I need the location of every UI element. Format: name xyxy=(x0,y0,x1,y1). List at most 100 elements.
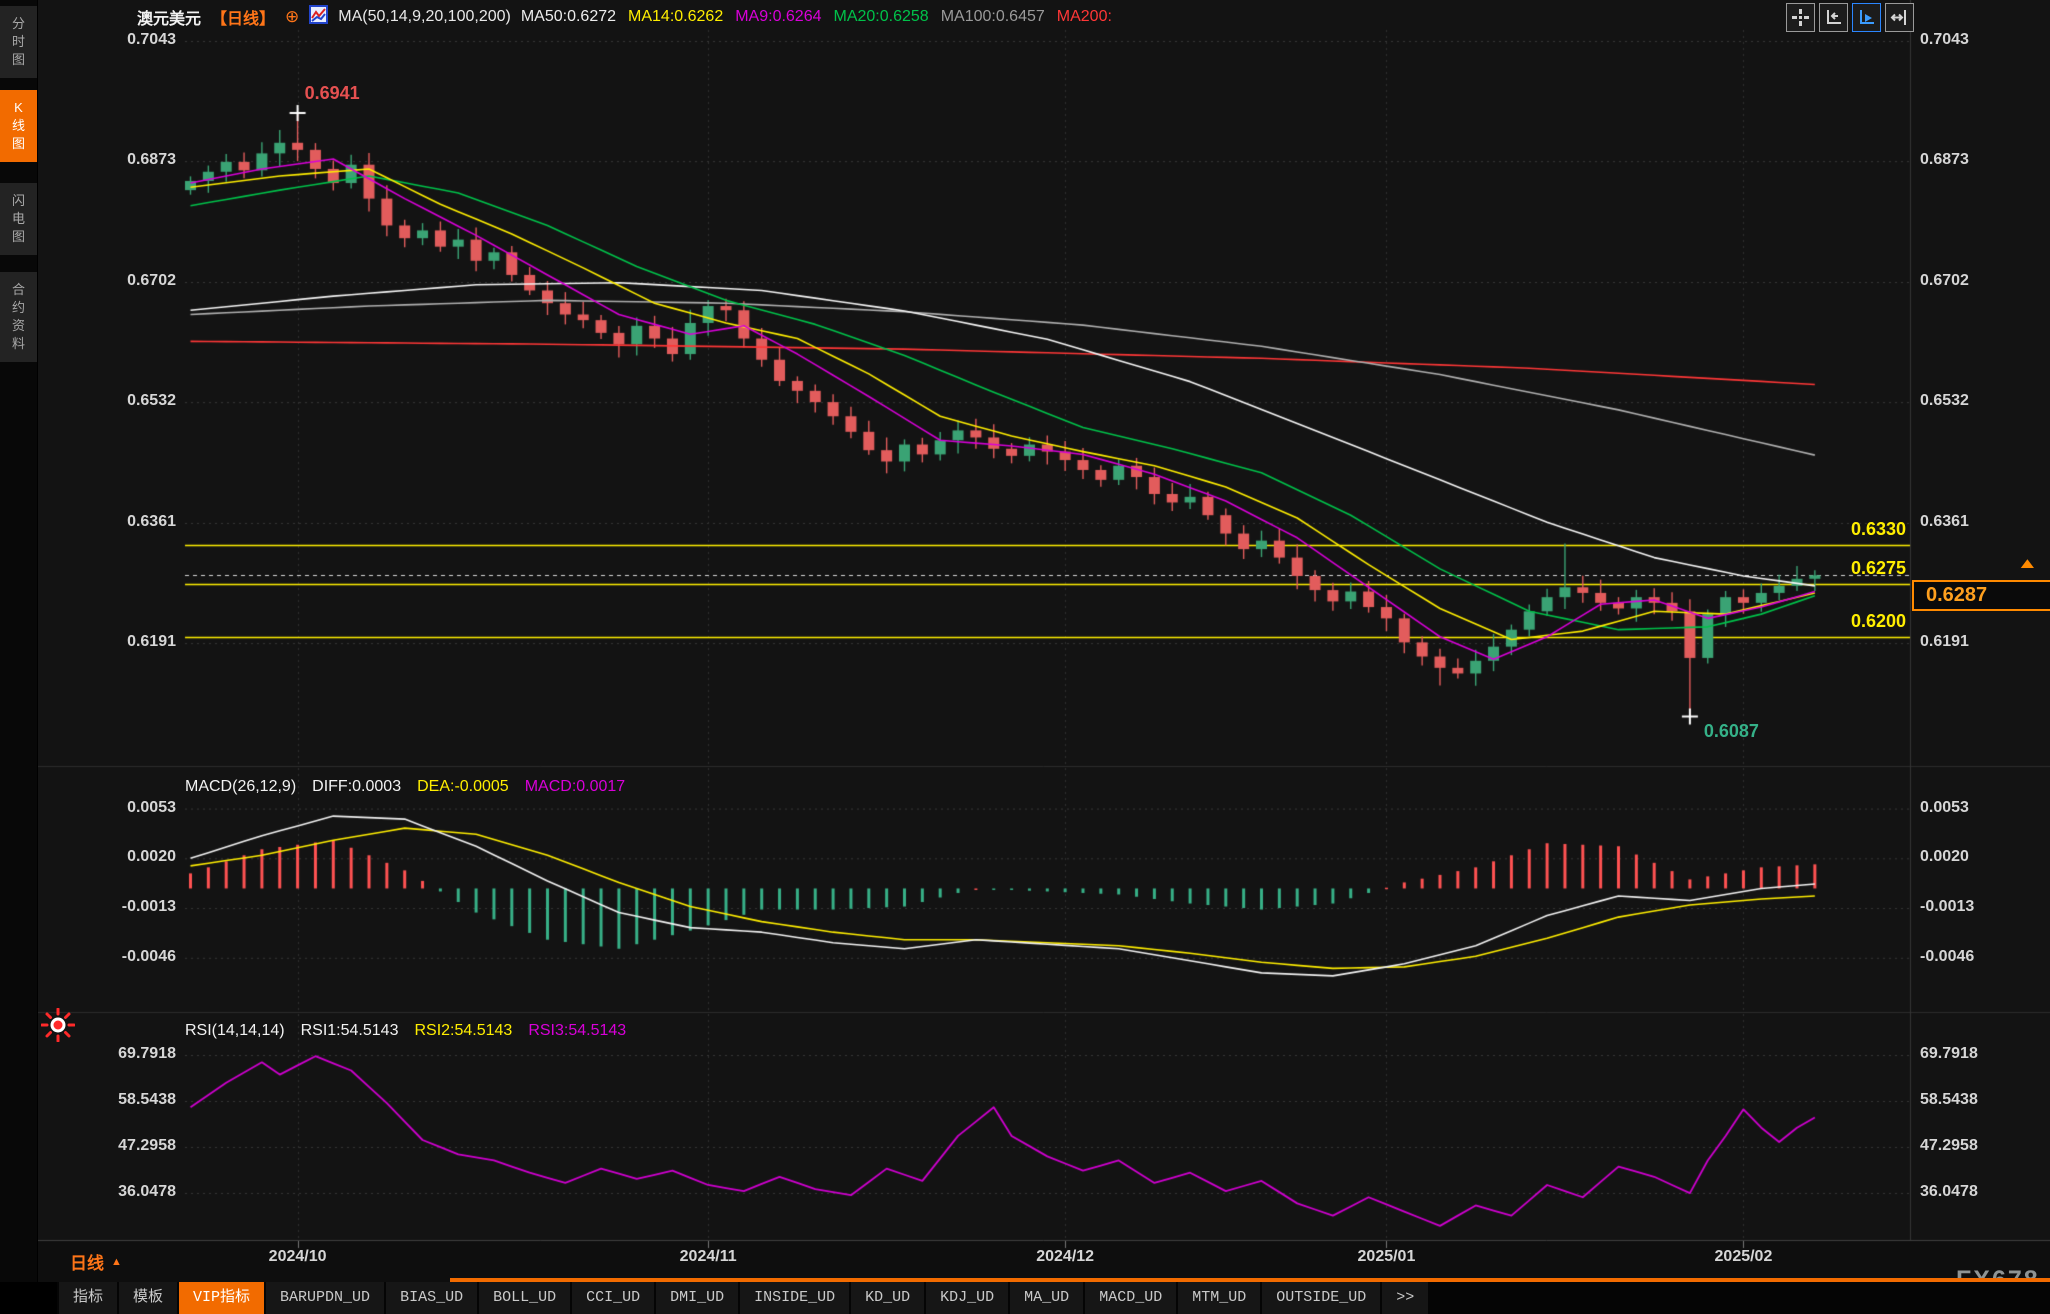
period-selector[interactable]: 日线 ▲ xyxy=(70,1249,122,1274)
sidebar-tab-label-char: 时 xyxy=(11,34,25,49)
macd-axis-label: -0.0013 xyxy=(1920,898,1975,916)
x-axis-label: 2024/12 xyxy=(1036,1248,1095,1265)
chevron-up-icon: ▲ xyxy=(111,1255,122,1268)
toolbar-item-MACD_UD[interactable]: MACD_UD xyxy=(1085,1282,1177,1314)
toolbar-item-BIAS_UD[interactable]: BIAS_UD xyxy=(386,1282,478,1314)
sidebar-tab-label-char: K xyxy=(14,100,23,115)
toolbar-item-BARUPDN_UD[interactable]: BARUPDN_UD xyxy=(266,1282,385,1314)
toolbar-item-MA_UD[interactable]: MA_UD xyxy=(1010,1282,1084,1314)
symbol-title: 澳元美元 xyxy=(137,11,202,28)
macd-axis-label: -0.0046 xyxy=(121,947,176,965)
ma-value: MA100:0.6457 xyxy=(940,8,1045,25)
sidebar-tab-1[interactable]: 分时图 xyxy=(0,6,37,78)
live-indicator-icon xyxy=(40,1007,76,1047)
sidebar-tab-label-char: 合 xyxy=(11,282,25,297)
ma-value: MA14:0.6262 xyxy=(628,8,724,25)
sidebar-tab-label-char: 图 xyxy=(11,229,25,244)
macd-dea-value: DEA:-0.0005 xyxy=(417,778,509,795)
toolbar-spacer xyxy=(0,1282,57,1314)
data-shift-icon[interactable] xyxy=(1885,3,1914,32)
hline-price-label: 0.6330 xyxy=(1850,518,1906,539)
macd-axis-label: -0.0013 xyxy=(121,898,176,916)
toolbar-item-CCI_UD[interactable]: CCI_UD xyxy=(572,1282,655,1314)
price-axis-label: 0.6361 xyxy=(127,512,176,530)
rsi-axis-label: 69.7918 xyxy=(1920,1044,1978,1062)
x-axis-label: 2024/10 xyxy=(268,1248,327,1265)
axis-autoscale-icon[interactable] xyxy=(1852,3,1881,32)
sidebar-tab-label-char: 约 xyxy=(11,300,25,315)
rsi3-value: RSI3:54.5143 xyxy=(528,1022,627,1039)
chart-toolbar-icons xyxy=(1786,3,1914,32)
macd-header: MACD(26,12,9) DIFF:0.0003 DEA:-0.0005 MA… xyxy=(185,778,625,796)
x-axis-label: 2025/02 xyxy=(1714,1248,1773,1265)
hline-price-label: 0.6275 xyxy=(1850,557,1906,578)
hline-price-label: 0.6200 xyxy=(1850,610,1906,631)
rsi-axis-label: 47.2958 xyxy=(118,1136,176,1154)
rsi-axis-label: 36.0478 xyxy=(118,1182,176,1200)
price-axis-label: 0.6873 xyxy=(1920,151,1969,169)
price-axis-label: 0.7043 xyxy=(127,31,176,49)
rsi-axis-label: 58.5438 xyxy=(1920,1090,1978,1108)
rsi2-value: RSI2:54.5143 xyxy=(414,1022,513,1039)
sidebar-tab-label-char: 图 xyxy=(11,136,25,151)
rsi-axis-label: 58.5438 xyxy=(118,1090,176,1108)
toolbar-item-MTM_UD[interactable]: MTM_UD xyxy=(1178,1282,1261,1314)
ma-values: MA50:0.6272 MA14:0.6262 MA9:0.6264 MA20:0.6… xyxy=(521,8,1124,26)
price-alert-arrow-icon: ▲ xyxy=(2016,555,2039,573)
current-price-value: 0.6287 xyxy=(1926,584,1988,607)
high-price-label: 0.6941 xyxy=(304,83,360,104)
price-axis-label: 0.6361 xyxy=(1920,512,1969,530)
sidebar-tab-label-char: 电 xyxy=(11,211,25,226)
rsi1-value: RSI1:54.5143 xyxy=(300,1022,399,1039)
toolbar-item-OUTSIDE_UD[interactable]: OUTSIDE_UD xyxy=(1262,1282,1381,1314)
rsi-header: RSI(14,14,14) RSI1:54.5143 RSI2:54.5143 … xyxy=(185,1022,626,1040)
sidebar-tab-label-char: 料 xyxy=(11,336,25,351)
current-price-box: 0.6287 xyxy=(1912,580,2050,612)
plus-circle-icon[interactable]: ⊕ xyxy=(285,7,300,26)
toolbar-item-INSIDE_UD[interactable]: INSIDE_UD xyxy=(740,1282,850,1314)
toolbar-item-BOLL_UD[interactable]: BOLL_UD xyxy=(479,1282,571,1314)
bottom-toolbar: 指标 模板 VIP指标 BARUPDN_UD BIAS_UD BOLL_UD CCI_UD D… xyxy=(0,1282,2050,1314)
ma-value: MA200: xyxy=(1056,8,1112,25)
axis-scale-icon[interactable] xyxy=(1819,3,1848,32)
macd-axis-label: 0.0053 xyxy=(127,798,176,816)
scrollbar-thumb[interactable] xyxy=(450,1278,2050,1282)
chart-header: 澳元美元 【日线】 ⊕ MA(50,14,9,20,100,200) MA50:… xyxy=(137,5,1124,29)
toolbar-item-模板[interactable]: 模板 xyxy=(119,1282,178,1314)
macd-title: MACD(26,12,9) xyxy=(185,778,297,795)
sidebar-tab-label-char: 线 xyxy=(11,118,25,133)
rsi-axis-label: 69.7918 xyxy=(118,1044,176,1062)
sidebar-tab-label-char: 资 xyxy=(11,318,25,333)
sidebar-tab-label-char: 分 xyxy=(11,16,25,31)
sidebar-tab-4[interactable]: 合约资料 xyxy=(0,272,37,362)
toolbar-item-VIP指标[interactable]: VIP指标 xyxy=(179,1282,265,1314)
price-axis-label: 0.6532 xyxy=(127,392,176,410)
x-axis-label: 2025/01 xyxy=(1357,1248,1416,1265)
toolbar-item-KD_UD[interactable]: KD_UD xyxy=(851,1282,925,1314)
price-axis-label: 0.6532 xyxy=(1920,392,1969,410)
ma-value: MA9:0.6264 xyxy=(735,8,822,25)
x-axis-label: 2024/11 xyxy=(679,1248,737,1265)
toolbar-item-DMI_UD[interactable]: DMI_UD xyxy=(656,1282,739,1314)
macd-axis-label: 0.0020 xyxy=(127,848,176,866)
period-tag[interactable]: 【日线】 xyxy=(211,11,276,28)
indicator-settings-icon[interactable] xyxy=(309,5,329,29)
ma-settings-label: MA(50,14,9,20,100,200) xyxy=(338,8,511,25)
macd-axis-label: 0.0020 xyxy=(1920,848,1969,866)
toolbar-item-KDJ_UD[interactable]: KDJ_UD xyxy=(926,1282,1009,1314)
ma-value: MA50:0.6272 xyxy=(520,8,617,25)
macd-axis-label: -0.0046 xyxy=(1920,947,1975,965)
price-axis-label: 0.6702 xyxy=(1920,271,1969,289)
sidebar-tab-label-char: 闪 xyxy=(11,193,25,208)
sidebar-tab-3[interactable]: 闪电图 xyxy=(0,183,37,255)
pan-icon[interactable] xyxy=(1786,3,1815,32)
toolbar-item->>[interactable]: >> xyxy=(1382,1282,1429,1314)
ma-value: MA20:0.6258 xyxy=(833,8,929,25)
toolbar-item-指标[interactable]: 指标 xyxy=(59,1282,118,1314)
macd-axis-label: 0.0053 xyxy=(1920,798,1969,816)
price-axis-label: 0.6191 xyxy=(127,633,176,651)
rsi-axis-label: 47.2958 xyxy=(1920,1136,1978,1154)
